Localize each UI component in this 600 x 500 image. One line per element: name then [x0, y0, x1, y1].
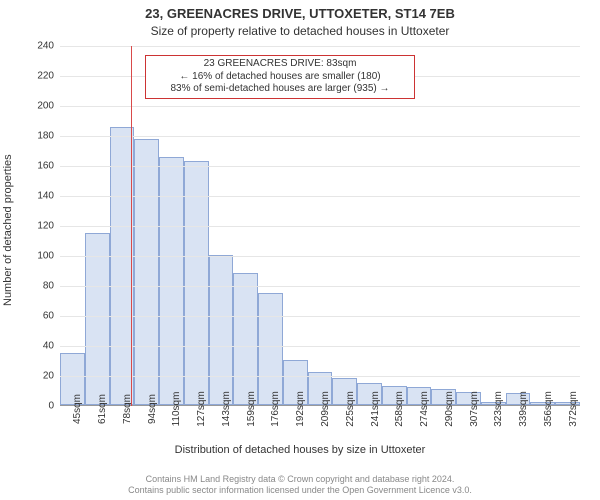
- x-tick-label: 61sqm: [97, 394, 108, 424]
- y-tick-label: 140: [37, 191, 60, 202]
- x-tick-label: 209sqm: [320, 391, 331, 427]
- x-tick-label: 290sqm: [444, 391, 455, 427]
- x-tick-label: 372sqm: [568, 391, 579, 427]
- bar: [134, 139, 159, 405]
- x-tick-label: 258sqm: [394, 391, 405, 427]
- y-tick-label: 220: [37, 71, 60, 82]
- x-tick-label: 45sqm: [72, 394, 83, 424]
- annotation-line1: 23 GREENACRES DRIVE: 83sqm: [152, 58, 408, 71]
- gridline: [60, 166, 580, 167]
- x-tick-label: 323sqm: [493, 391, 504, 427]
- footer-attribution: Contains HM Land Registry data © Crown c…: [0, 474, 600, 497]
- y-tick-label: 0: [48, 401, 60, 412]
- x-tick-label: 192sqm: [295, 391, 306, 427]
- plot-area: 02040608010012014016018020022024045sqm61…: [60, 46, 580, 406]
- x-tick-label: 110sqm: [171, 392, 182, 427]
- bar: [209, 255, 234, 405]
- y-tick-label: 240: [37, 41, 60, 52]
- x-tick-label: 127sqm: [196, 391, 207, 427]
- chart-title-line2: Size of property relative to detached ho…: [0, 24, 600, 38]
- annotation-line3: 83% of semi-detached houses are larger (…: [152, 83, 408, 96]
- gridline: [60, 256, 580, 257]
- gridline: [60, 286, 580, 287]
- x-tick-label: 225sqm: [345, 391, 356, 427]
- footer-line2: Contains public sector information licen…: [0, 485, 600, 496]
- x-tick-label: 339sqm: [518, 391, 529, 427]
- gridline: [60, 376, 580, 377]
- y-tick-label: 180: [37, 131, 60, 142]
- footer-line1: Contains HM Land Registry data © Crown c…: [0, 474, 600, 485]
- y-tick-label: 200: [37, 101, 60, 112]
- gridline: [60, 346, 580, 347]
- bar: [85, 233, 110, 405]
- bar: [184, 161, 209, 405]
- annotation-line2: ← 16% of detached houses are smaller (18…: [152, 71, 408, 84]
- gridline: [60, 226, 580, 227]
- gridline: [60, 106, 580, 107]
- gridline: [60, 136, 580, 137]
- x-tick-label: 274sqm: [419, 391, 430, 427]
- bar: [159, 157, 184, 405]
- reference-line: [131, 46, 132, 406]
- x-axis-label: Distribution of detached houses by size …: [0, 444, 600, 456]
- bar: [233, 273, 258, 405]
- gridline: [60, 196, 580, 197]
- gridline: [60, 316, 580, 317]
- chart-title-line1: 23, GREENACRES DRIVE, UTTOXETER, ST14 7E…: [0, 6, 600, 21]
- bar: [258, 293, 283, 405]
- y-tick-label: 80: [43, 281, 60, 292]
- x-tick-label: 307sqm: [469, 391, 480, 427]
- x-tick-label: 159sqm: [246, 391, 257, 427]
- x-tick-label: 94sqm: [147, 394, 158, 424]
- y-tick-label: 60: [43, 311, 60, 322]
- x-tick-label: 143sqm: [221, 391, 232, 427]
- x-tick-label: 241sqm: [370, 391, 381, 427]
- y-tick-label: 120: [37, 221, 60, 232]
- gridline: [60, 46, 580, 47]
- annotation-box: 23 GREENACRES DRIVE: 83sqm← 16% of detac…: [145, 55, 415, 99]
- y-tick-label: 20: [43, 371, 60, 382]
- y-axis-label: Number of detached properties: [2, 154, 14, 306]
- x-tick-label: 176sqm: [270, 391, 281, 427]
- y-tick-label: 40: [43, 341, 60, 352]
- y-tick-label: 100: [37, 251, 60, 262]
- y-tick-label: 160: [37, 161, 60, 172]
- x-tick-label: 356sqm: [543, 391, 554, 427]
